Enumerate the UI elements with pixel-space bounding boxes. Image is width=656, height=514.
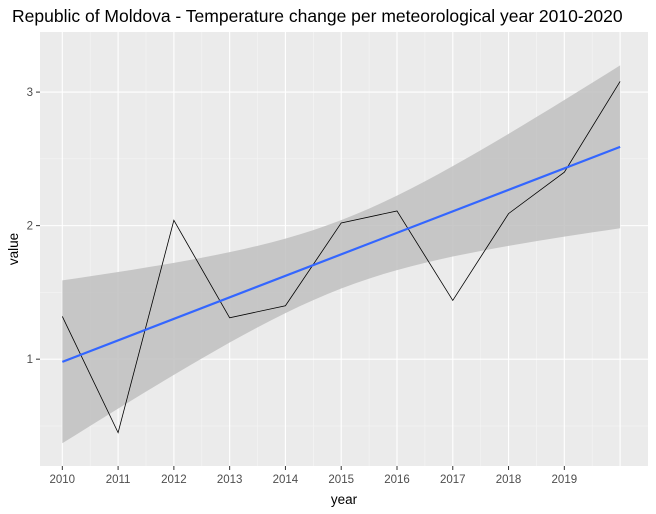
y-tick-label: 1 <box>27 354 33 366</box>
trend-layer <box>61 145 621 363</box>
x-tick-label: 2013 <box>217 474 243 486</box>
chart-title: Republic of Moldova - Temperature change… <box>12 6 623 26</box>
x-tick-label: 2011 <box>106 474 131 486</box>
y-axis-title: value <box>6 233 21 265</box>
y-tick-label: 2 <box>27 221 33 233</box>
y-axis: 1 2 3 <box>27 87 40 366</box>
x-tick-label: 2017 <box>440 474 466 486</box>
x-tick-label: 2016 <box>384 474 410 486</box>
x-tick-label: 2019 <box>552 474 578 486</box>
trend-line <box>61 145 621 363</box>
x-tick-label: 2018 <box>496 474 522 486</box>
y-tick-label: 3 <box>27 87 33 99</box>
x-axis-title: year <box>331 492 358 507</box>
x-tick-label: 2015 <box>328 474 354 486</box>
x-tick-label: 2014 <box>273 474 299 486</box>
x-tick-label: 2012 <box>161 474 187 486</box>
x-axis: 2010 2011 2012 2013 2014 2015 2016 2017 2018 2019 <box>50 466 578 486</box>
temperature-series-line <box>61 81 621 434</box>
series-layer <box>61 81 621 434</box>
x-tick-label: 2010 <box>50 474 76 486</box>
